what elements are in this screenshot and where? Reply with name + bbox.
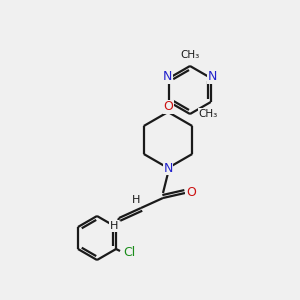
Text: CH₃: CH₃ bbox=[198, 109, 218, 119]
Text: O: O bbox=[164, 100, 173, 113]
Text: N: N bbox=[163, 70, 172, 83]
Text: CH₃: CH₃ bbox=[180, 50, 200, 60]
Text: Cl: Cl bbox=[123, 247, 135, 260]
Text: N: N bbox=[208, 70, 218, 83]
Text: H: H bbox=[110, 221, 118, 231]
Text: H: H bbox=[132, 195, 140, 205]
Text: O: O bbox=[186, 187, 196, 200]
Text: N: N bbox=[163, 161, 173, 175]
